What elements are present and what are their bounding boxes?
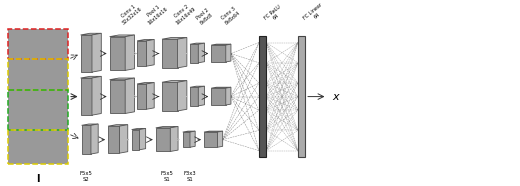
- Text: Pool 2
8x8x8: Pool 2 8x8x8: [196, 7, 214, 25]
- Polygon shape: [132, 128, 146, 129]
- Polygon shape: [139, 128, 146, 150]
- Polygon shape: [110, 37, 125, 70]
- Polygon shape: [198, 43, 204, 63]
- Polygon shape: [190, 44, 198, 63]
- Text: F5x5
S1: F5x5 S1: [160, 171, 173, 182]
- Polygon shape: [147, 39, 154, 66]
- Polygon shape: [217, 131, 223, 147]
- Polygon shape: [137, 84, 147, 109]
- Polygon shape: [211, 44, 231, 45]
- Polygon shape: [226, 87, 231, 105]
- Polygon shape: [110, 80, 125, 113]
- Polygon shape: [156, 128, 170, 151]
- Polygon shape: [177, 81, 187, 111]
- Polygon shape: [162, 81, 187, 82]
- Polygon shape: [137, 83, 154, 84]
- Polygon shape: [183, 131, 195, 132]
- Polygon shape: [190, 86, 204, 87]
- Polygon shape: [91, 124, 98, 154]
- Polygon shape: [81, 76, 101, 78]
- Polygon shape: [211, 87, 231, 88]
- Polygon shape: [120, 125, 128, 153]
- Polygon shape: [137, 41, 147, 66]
- Text: Conv 2
16x16x49: Conv 2 16x16x49: [171, 1, 197, 25]
- Text: Conv 1
32x32x16: Conv 1 32x32x16: [118, 1, 143, 25]
- Polygon shape: [177, 38, 187, 68]
- Polygon shape: [110, 35, 135, 37]
- Polygon shape: [211, 45, 226, 62]
- Polygon shape: [8, 29, 68, 164]
- Polygon shape: [198, 86, 204, 106]
- Polygon shape: [92, 33, 101, 72]
- Text: Pool 1
16x16x16: Pool 1 16x16x16: [143, 1, 168, 25]
- Polygon shape: [81, 78, 92, 115]
- Polygon shape: [162, 39, 177, 68]
- Polygon shape: [81, 33, 101, 35]
- Text: x: x: [333, 92, 339, 102]
- Polygon shape: [259, 36, 266, 157]
- Text: Conv 3
8x8x64: Conv 3 8x8x64: [220, 5, 241, 25]
- Polygon shape: [211, 88, 226, 105]
- Text: FC ReLU
64: FC ReLU 64: [264, 4, 285, 25]
- Polygon shape: [170, 126, 178, 151]
- Polygon shape: [204, 131, 223, 132]
- Polygon shape: [226, 44, 231, 62]
- Polygon shape: [156, 126, 178, 128]
- Text: FC Linear
64: FC Linear 64: [303, 2, 327, 25]
- Polygon shape: [110, 78, 135, 80]
- Polygon shape: [190, 131, 195, 147]
- Text: F3x3
S1: F3x3 S1: [184, 171, 197, 182]
- Polygon shape: [190, 43, 204, 44]
- Text: F5x5
S2: F5x5 S2: [80, 171, 93, 182]
- Polygon shape: [298, 36, 305, 157]
- Polygon shape: [125, 78, 135, 113]
- Polygon shape: [108, 126, 120, 153]
- Polygon shape: [81, 35, 92, 72]
- Polygon shape: [132, 129, 139, 150]
- Polygon shape: [137, 39, 154, 41]
- Polygon shape: [147, 83, 154, 109]
- Polygon shape: [82, 125, 91, 154]
- Polygon shape: [183, 132, 190, 147]
- Polygon shape: [108, 125, 128, 126]
- Polygon shape: [190, 87, 198, 106]
- Polygon shape: [82, 124, 98, 125]
- Text: I: I: [36, 174, 40, 184]
- Polygon shape: [204, 132, 217, 147]
- Polygon shape: [92, 76, 101, 115]
- Polygon shape: [125, 35, 135, 70]
- Polygon shape: [162, 38, 187, 39]
- Polygon shape: [162, 82, 177, 111]
